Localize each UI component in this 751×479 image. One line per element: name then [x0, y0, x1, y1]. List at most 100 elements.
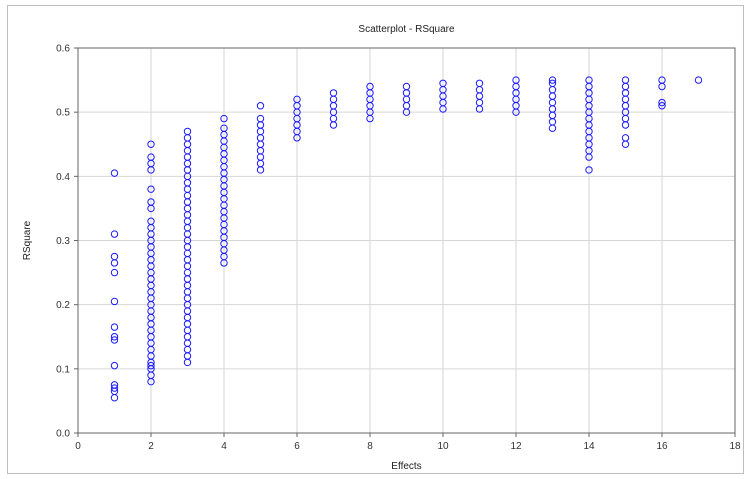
data-point: [402, 82, 411, 91]
y-tick-label: 0.5: [56, 108, 70, 119]
data-point: [183, 185, 192, 193]
data-point: [621, 140, 630, 148]
data-point: [256, 140, 265, 148]
data-point: [110, 394, 119, 402]
data-point: [329, 95, 338, 104]
data-point: [183, 294, 192, 302]
data-point: [110, 268, 119, 277]
y-tick-label: 0.3: [56, 236, 70, 247]
data-point: [147, 140, 155, 148]
data-point: [183, 179, 192, 187]
data-point: [256, 146, 265, 155]
x-tick-label: 2: [148, 441, 154, 452]
data-point: [183, 268, 192, 277]
data-point: [110, 297, 119, 306]
scatter-chart: 0 2 4 6 8 10 12 14 16 18 0.0 0.1 0.2 0.3 0.4 0.5 0.6 Sc…: [22, 24, 741, 472]
y-tick-label: 0.2: [56, 300, 70, 311]
data-point: [585, 166, 593, 174]
x-tick-label: 4: [221, 441, 227, 452]
x-tick-label: 0: [75, 441, 81, 452]
points-layer: [110, 76, 703, 402]
data-point: [548, 86, 557, 94]
x-tick-label: 12: [510, 441, 522, 452]
data-point: [110, 333, 119, 341]
data-point: [402, 89, 411, 97]
data-point: [329, 89, 338, 97]
data-point: [548, 111, 557, 120]
y-axis-label: RSquare: [22, 220, 33, 260]
data-point: [110, 323, 119, 331]
data-point: [256, 153, 265, 161]
data-point: [183, 230, 192, 238]
data-point: [183, 320, 192, 328]
data-point: [256, 134, 265, 142]
data-point: [183, 352, 192, 360]
data-point: [548, 79, 557, 87]
x-tick-label: 10: [437, 441, 449, 452]
data-point: [329, 121, 338, 129]
data-point: [548, 92, 557, 100]
data-point: [110, 384, 119, 392]
data-point: [183, 159, 192, 168]
data-point: [220, 114, 228, 123]
data-point: [183, 345, 192, 354]
chart-frame: 0 2 4 6 8 10 12 14 16 18 0.0 0.1 0.2 0.3 0.4 0.5 0.6 Sc…: [7, 5, 744, 474]
data-point: [183, 134, 192, 142]
data-point: [183, 243, 192, 251]
data-point: [183, 198, 192, 206]
data-point: [183, 288, 192, 296]
data-point: [183, 166, 192, 174]
data-point: [256, 114, 265, 123]
data-point: [147, 217, 155, 225]
data-point: [475, 105, 484, 113]
data-point: [475, 86, 484, 94]
data-point: [147, 185, 155, 193]
data-point: [183, 223, 192, 232]
data-point: [183, 333, 192, 341]
data-point: [256, 166, 265, 174]
data-point: [475, 98, 484, 107]
data-point: [183, 140, 192, 148]
data-point: [621, 121, 630, 129]
data-point: [475, 79, 484, 87]
data-point: [621, 134, 630, 142]
data-point: [110, 361, 119, 370]
data-point: [439, 79, 447, 87]
data-point: [658, 76, 666, 84]
data-point: [548, 124, 557, 132]
chart-title: Scatterplot - RSquare: [358, 24, 455, 35]
x-axis-label: Effects: [391, 461, 421, 472]
data-point: [183, 307, 192, 315]
y-tick-labels: 0.0 0.1 0.2 0.3 0.4 0.5 0.6: [56, 44, 78, 440]
grid-layer: [78, 48, 735, 433]
data-point: [110, 252, 119, 261]
y-tick-label: 0.1: [56, 364, 70, 375]
data-point: [658, 98, 666, 107]
data-point: [585, 76, 593, 84]
x-tick-label: 6: [294, 441, 300, 452]
data-point: [110, 336, 119, 344]
data-point: [110, 230, 119, 238]
data-point: [366, 82, 374, 91]
data-point: [256, 102, 265, 110]
data-point: [147, 153, 155, 161]
data-point: [621, 95, 630, 104]
data-point: [183, 204, 192, 213]
data-point: [621, 76, 630, 84]
data-point: [183, 211, 192, 219]
data-point: [183, 275, 192, 283]
data-point: [548, 98, 557, 107]
data-point: [183, 256, 192, 264]
x-tick-label: 18: [729, 441, 741, 452]
data-point: [183, 281, 192, 290]
data-point: [110, 381, 119, 389]
data-point: [183, 217, 192, 225]
y-tick-label: 0.4: [56, 172, 70, 183]
x-tick-labels: 0 2 4 6 8 10 12 14 16 18: [75, 433, 741, 452]
data-point: [329, 102, 338, 110]
data-point: [147, 361, 155, 370]
data-point: [147, 198, 155, 206]
data-point: [183, 191, 192, 200]
data-point: [110, 169, 119, 177]
data-point: [293, 95, 301, 104]
